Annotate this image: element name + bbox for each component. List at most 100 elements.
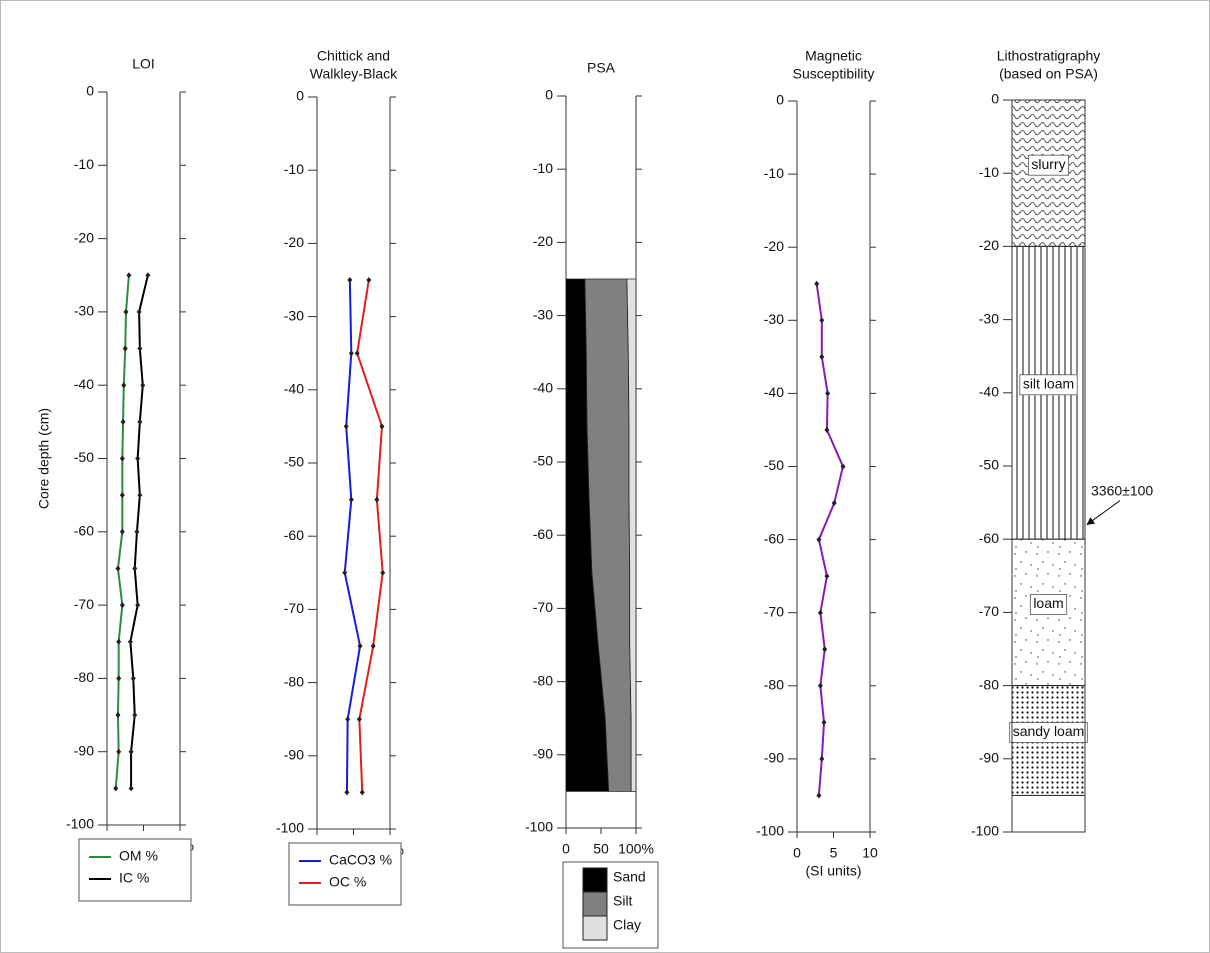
y-tick-label: -30 [764, 311, 784, 327]
data-point [356, 716, 362, 723]
annotation-arrow [1086, 500, 1121, 526]
data-point [824, 573, 830, 580]
y-tick-label: 0 [296, 88, 304, 104]
panel: PSA 0 -10 -20 -30 -40 -50 -60 -70 -80 -90 -100 0 50 10… [525, 60, 659, 949]
data-point [113, 785, 119, 792]
y-tick-label: -10 [284, 161, 304, 177]
y-tick-label: -90 [764, 750, 784, 766]
stratum-label: sandy loam [1013, 723, 1085, 739]
data-point [115, 565, 121, 572]
panel-title: Magnetic [805, 48, 862, 64]
data-point [357, 643, 363, 649]
y-tick-label: -70 [979, 603, 999, 619]
data-point [132, 565, 138, 572]
panel: LOI Core depth (cm) 0 -10 -20 -30 -40 -50 -60 -70… [36, 56, 194, 902]
y-tick-label: -20 [533, 233, 553, 249]
data-point [119, 492, 125, 499]
y-tick-label: 0 [545, 87, 553, 103]
stratum-label-box [1009, 722, 1088, 743]
y-tick-label: -10 [979, 164, 999, 180]
data-point [821, 719, 827, 726]
x-tick-label: 0 [562, 841, 570, 857]
data-point [370, 643, 376, 649]
panel: Lithostratigraphy (based on PSA)0 -10 -20 -3… [971, 48, 1153, 839]
y-tick-label: -30 [74, 303, 94, 319]
data-point [140, 382, 146, 389]
panel-title: PSA [587, 60, 616, 76]
panel-title: LOI [132, 56, 155, 72]
data-point [121, 382, 127, 389]
y-tick-label: -100 [276, 820, 304, 836]
data-point [135, 602, 141, 609]
y-tick-label: -40 [74, 376, 94, 392]
y-tick-label: -90 [284, 747, 304, 763]
panel-title: (based on PSA) [999, 66, 1098, 82]
data-point [126, 272, 132, 279]
y-tick-label: -80 [284, 673, 304, 689]
data-point [116, 748, 122, 755]
y-tick-label: -40 [979, 384, 999, 400]
legend-swatch [582, 915, 608, 941]
data-point [119, 455, 125, 462]
data-point [137, 345, 143, 352]
data-point [366, 277, 372, 283]
legend-box [562, 861, 659, 949]
y-tick-label: -70 [764, 603, 784, 619]
y-tick-label: -20 [764, 238, 784, 254]
series-line [343, 279, 362, 793]
y-tick-label: -10 [764, 165, 784, 181]
data-point [116, 675, 122, 682]
data-point [840, 463, 846, 470]
y-tick-label: -10 [533, 160, 553, 176]
y-tick-label: -80 [764, 677, 784, 693]
data-point [817, 609, 823, 616]
x-tick-label: 0 [793, 845, 801, 861]
y-tick-label: -20 [284, 234, 304, 250]
data-point [819, 755, 825, 762]
legend-label: CaCO3 % [329, 852, 392, 868]
data-point [342, 569, 348, 576]
data-point [816, 792, 822, 799]
y-tick-label: -30 [979, 310, 999, 326]
y-tick-label: -60 [74, 523, 94, 539]
y-tick-label: 0 [991, 91, 999, 107]
y-tick-label: -90 [533, 746, 553, 762]
y-tick-label: -100 [525, 819, 553, 835]
data-point [116, 638, 122, 645]
data-point [347, 277, 353, 283]
y-tick-label: -20 [74, 229, 94, 245]
y-tick-label: -50 [979, 457, 999, 473]
x-axis-label: (SI units) [805, 863, 861, 879]
data-point [119, 528, 125, 535]
data-point [115, 712, 121, 719]
data-point [344, 789, 350, 796]
legend-box [78, 838, 192, 902]
y-tick-label: -50 [74, 449, 94, 465]
panel: Chittick and Walkley-Black 0 -10 -20 -30 -40 -5… [276, 48, 404, 906]
y-tick-label: -80 [979, 676, 999, 692]
panel-title: Susceptibility [793, 66, 875, 82]
data-point [825, 390, 831, 397]
y-tick-label: -100 [66, 816, 94, 832]
legend-swatch [582, 867, 608, 893]
panel: Magnetic Susceptibility 0 -10 -20 -30 -40 -50 -6… [756, 48, 878, 879]
y-tick-label: -20 [979, 237, 999, 253]
stratum-label: silt loam [1023, 376, 1074, 392]
y-tick-label: -100 [756, 823, 784, 839]
x-tick-label: 10 [862, 845, 878, 861]
annotation: 3360±100 [1091, 482, 1153, 498]
data-point [348, 496, 354, 503]
data-point [137, 492, 143, 499]
stratum-label: slurry [1031, 156, 1065, 172]
legend-label: Sand [613, 869, 646, 885]
stratum [1011, 538, 1086, 687]
y-tick-label: -70 [284, 600, 304, 616]
y-tick-label: -90 [979, 750, 999, 766]
data-point [819, 317, 825, 324]
legend-swatch [582, 891, 608, 917]
legend-box [288, 842, 402, 906]
y-tick-label: -10 [74, 156, 94, 172]
x-tick-label: 50 [593, 841, 609, 857]
y-tick-label: -80 [74, 669, 94, 685]
stratum-label-box [1019, 374, 1078, 396]
